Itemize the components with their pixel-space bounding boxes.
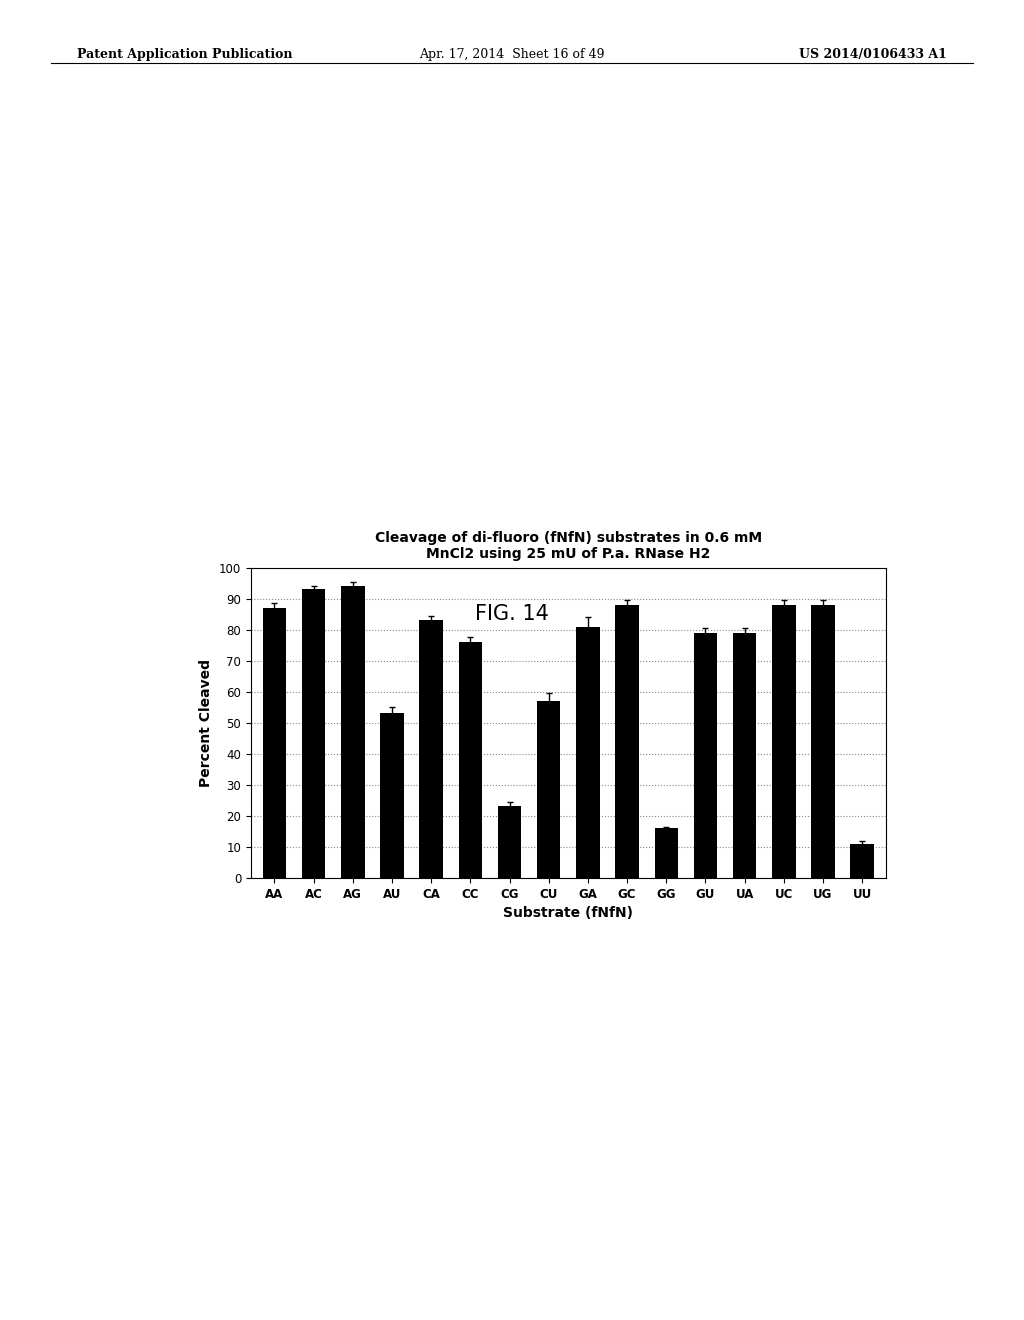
Bar: [302, 589, 326, 878]
Text: Apr. 17, 2014  Sheet 16 of 49: Apr. 17, 2014 Sheet 16 of 49: [419, 48, 605, 61]
Bar: [772, 605, 796, 878]
Bar: [811, 605, 835, 878]
Bar: [733, 632, 757, 878]
Bar: [380, 713, 403, 878]
Text: FIG. 14: FIG. 14: [475, 603, 549, 624]
Bar: [577, 627, 600, 878]
Bar: [262, 609, 286, 878]
Text: US 2014/0106433 A1: US 2014/0106433 A1: [800, 48, 947, 61]
Bar: [537, 701, 560, 878]
Bar: [459, 642, 482, 878]
Bar: [420, 620, 443, 878]
Bar: [341, 586, 365, 878]
Y-axis label: Percent Cleaved: Percent Cleaved: [200, 659, 213, 787]
Bar: [693, 632, 717, 878]
Bar: [615, 605, 639, 878]
Bar: [498, 807, 521, 878]
Title: Cleavage of di-fluoro (fNfN) substrates in 0.6 mM
MnCl2 using 25 mU of P.a. RNas: Cleavage of di-fluoro (fNfN) substrates …: [375, 531, 762, 561]
Text: Patent Application Publication: Patent Application Publication: [77, 48, 292, 61]
Bar: [851, 843, 874, 878]
X-axis label: Substrate (fNfN): Substrate (fNfN): [504, 906, 633, 920]
Bar: [654, 828, 678, 878]
